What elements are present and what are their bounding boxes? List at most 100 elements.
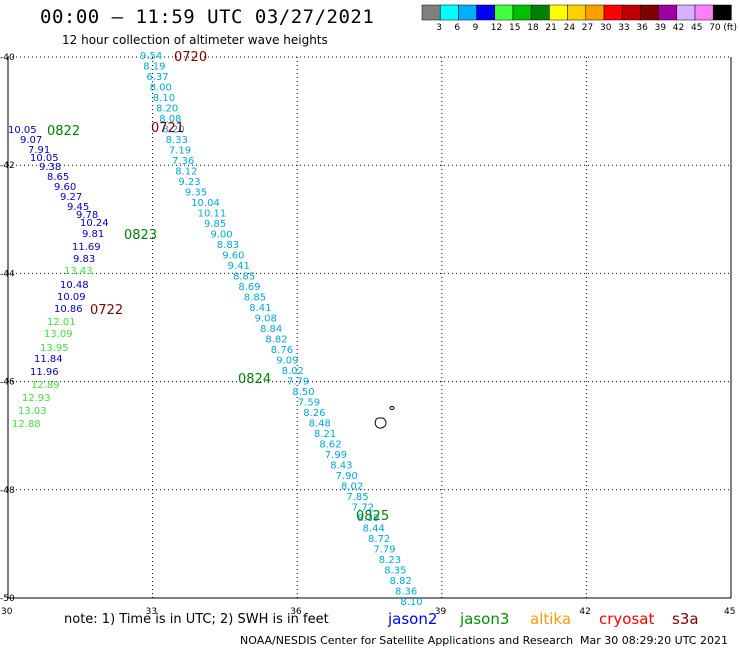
colorbar-swatch xyxy=(621,4,641,21)
longitude-label: 33 xyxy=(146,607,157,617)
swh-value: 12.93 xyxy=(22,393,51,404)
swh-value: 6.37 xyxy=(146,72,168,83)
colorbar-swatch xyxy=(439,4,459,21)
legend-jason2: jason2 xyxy=(388,610,438,628)
swh-value: 8.65 xyxy=(47,172,69,183)
swh-value: 8.82 xyxy=(265,335,287,346)
swh-value: 10.11 xyxy=(198,209,227,220)
latitude-label: -50 xyxy=(0,594,15,604)
generation-timestamp: Mar 30 08:29:20 UTC 2021 xyxy=(580,634,728,647)
swh-value: 9.09 xyxy=(276,356,298,367)
colorbar-tick: 15 xyxy=(509,23,520,33)
swh-value: 7.79 xyxy=(287,377,309,388)
swh-value: 9.78 xyxy=(76,210,98,221)
swh-value: 13.09 xyxy=(44,329,73,340)
swh-value: 8.76 xyxy=(271,345,293,356)
swh-value: 10.86 xyxy=(54,304,83,315)
units-note: note: 1) Time is in UTC; 2) SWH is in fe… xyxy=(64,612,329,627)
swh-value: 8.35 xyxy=(384,566,406,577)
swh-value: 9.23 xyxy=(178,177,200,188)
swh-value: 12.89 xyxy=(31,380,60,391)
swh-value: 9.54 xyxy=(140,51,162,62)
colorbar-tick: 21 xyxy=(545,23,556,33)
swh-value: 10.09 xyxy=(57,292,86,303)
swh-value: 11.96 xyxy=(30,367,59,378)
swh-value: 8.82 xyxy=(390,576,412,587)
colorbar-swatch xyxy=(658,4,678,21)
colorbar-tick: (ft) xyxy=(723,23,737,33)
map-grid xyxy=(7,56,732,599)
swh-value: 8.72 xyxy=(368,534,390,545)
colorbar-tick: 30 xyxy=(600,23,612,33)
colorbar-swatch xyxy=(567,4,587,21)
swh-value: 8.26 xyxy=(303,408,325,419)
swh-value: 8.10 xyxy=(400,597,422,608)
swh-value: 10.48 xyxy=(60,280,89,291)
pass-time-label: 0721 xyxy=(151,121,184,136)
colorbar-swatch xyxy=(421,4,441,21)
latitude-label: -44 xyxy=(0,269,15,279)
swh-value: 9.81 xyxy=(82,229,104,240)
swh-value: 7.19 xyxy=(169,146,191,157)
colorbar-tick: 39 xyxy=(655,23,667,33)
swh-value: 7.36 xyxy=(172,156,194,167)
colorbar-swatch xyxy=(530,4,550,21)
swh-value: 11.69 xyxy=(72,242,101,253)
colorbar-tick: 6 xyxy=(454,23,460,33)
colorbar-tick: 18 xyxy=(527,23,539,33)
legend-jason3: jason3 xyxy=(460,610,510,628)
swh-value: 8.44 xyxy=(363,524,385,535)
swh-value: 9.60 xyxy=(54,182,76,193)
swh-value: 9.35 xyxy=(185,188,207,199)
legend-altika: altika xyxy=(530,610,572,628)
longitude-label: 30 xyxy=(1,607,13,617)
swh-value: 8.08 xyxy=(159,114,181,125)
longitude-label: 45 xyxy=(724,607,735,617)
colorbar: 3 6 9 12 15 18 21 24 27 30 33 36 39 42 45 70 (ft) xyxy=(421,4,737,33)
swh-value: 7.99 xyxy=(325,450,347,461)
swh-value: 9.85 xyxy=(204,219,226,230)
colorbar-tick: 9 xyxy=(473,23,479,33)
longitude-label: 36 xyxy=(290,607,302,617)
swh-value: 8.69 xyxy=(238,282,260,293)
swh-value: 8.19 xyxy=(143,62,165,73)
colorbar-tick: 36 xyxy=(636,23,648,33)
legend-s3a: s3a xyxy=(672,610,699,628)
swh-value: 8.43 xyxy=(330,461,352,472)
swh-value: 8.62 xyxy=(319,440,341,451)
swh-value: 10.05 xyxy=(8,125,37,136)
swh-value: 7.91 xyxy=(28,145,50,156)
credit-line: NOAA/NESDIS Center for Satellite Applica… xyxy=(240,634,574,647)
swh-value: 9.08 xyxy=(255,314,277,325)
swh-value: 7.90 xyxy=(336,471,358,482)
colorbar-tick: 12 xyxy=(491,23,502,33)
swh-value: 7.85 xyxy=(346,492,368,503)
colorbar-tick: 24 xyxy=(564,23,576,33)
map-subtitle: 12 hour collection of altimeter wave hei… xyxy=(62,33,328,47)
colorbar-swatch xyxy=(694,4,714,21)
colorbar-swatch xyxy=(512,4,532,21)
swh-value: 8.50 xyxy=(292,387,314,398)
swh-value: 10.05 xyxy=(30,153,59,164)
colorbar-tick: 42 xyxy=(673,23,684,33)
latitude-label: -48 xyxy=(0,486,15,496)
swh-value: 8.21 xyxy=(314,429,336,440)
swh-value: 10.24 xyxy=(80,218,109,229)
colorbar-swatch xyxy=(603,4,623,21)
colorbar-tick: 45 xyxy=(691,23,702,33)
colorbar-tick: 33 xyxy=(618,23,629,33)
pass-time-label: 0822 xyxy=(47,124,80,139)
colorbar-swatch xyxy=(712,4,732,21)
colorbar-swatch xyxy=(585,4,605,21)
swh-value: 7.79 xyxy=(373,545,395,556)
swh-value: 8.33 xyxy=(166,135,188,146)
swh-value: 13.03 xyxy=(18,406,47,417)
swh-value: 8.02 xyxy=(341,482,363,493)
swh-value: 10.04 xyxy=(191,198,220,209)
swh-value: 9.27 xyxy=(60,192,82,203)
swh-value: 9.45 xyxy=(67,202,89,213)
pass-time-label: 0720 xyxy=(174,50,207,65)
swh-value: 9.60 xyxy=(222,251,244,262)
pass-time-label: 0722 xyxy=(90,303,123,318)
swh-value: 9.00 xyxy=(210,230,232,241)
